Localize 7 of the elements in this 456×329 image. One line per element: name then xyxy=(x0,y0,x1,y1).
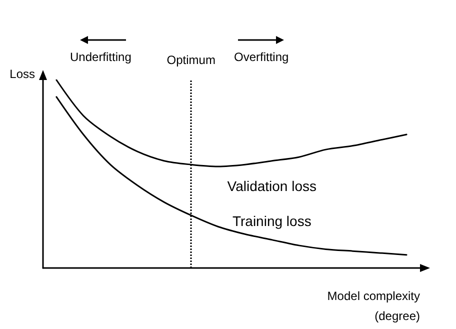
series-label: Training loss xyxy=(232,212,312,229)
text: Underfitting xyxy=(70,50,132,64)
series-label: Validation loss xyxy=(227,178,317,194)
y-axis-title: Loss xyxy=(10,67,35,81)
x-axis-title: Model complexity (degree) xyxy=(327,289,420,323)
text: Overfitting xyxy=(234,50,289,64)
text: Optimum xyxy=(166,53,216,67)
